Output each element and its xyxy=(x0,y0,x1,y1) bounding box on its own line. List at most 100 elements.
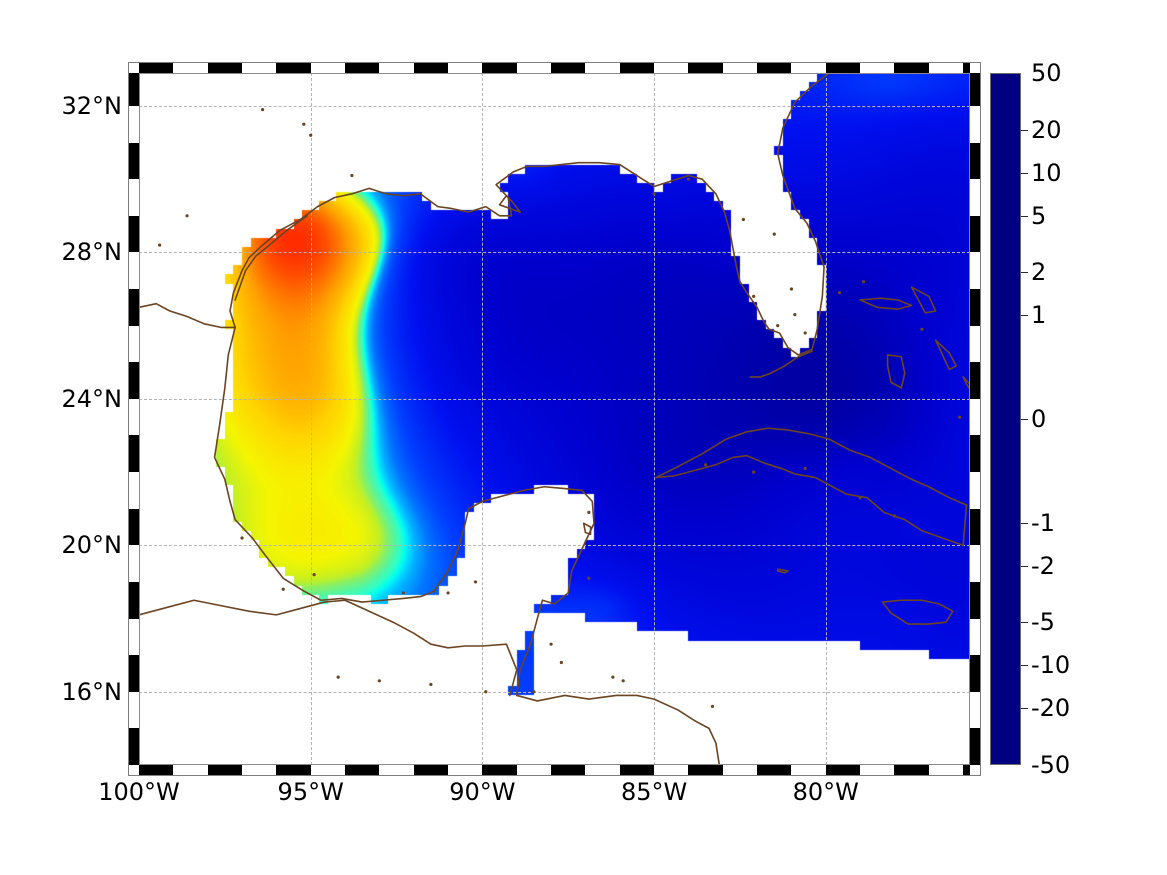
colorbar-label-2: 2 xyxy=(1031,258,1047,287)
border-segment xyxy=(129,215,139,253)
colorbar-tick-5 xyxy=(1021,215,1028,217)
border-segment xyxy=(585,765,620,775)
border-segment xyxy=(242,63,277,73)
colorbar-tick-2 xyxy=(1021,272,1028,274)
colorbar-tick-1 xyxy=(1021,315,1028,317)
colorbar-label-1: 1 xyxy=(1031,301,1047,330)
ytick-label-32°N: 32°N xyxy=(61,91,123,120)
colorbar-label-neg10: -10 xyxy=(1031,651,1071,680)
border-segment xyxy=(482,765,517,775)
border-segment xyxy=(970,73,980,106)
border-segment xyxy=(129,691,139,729)
border-segment xyxy=(894,63,929,73)
border-segment xyxy=(345,63,380,73)
ytick-label-24°N: 24°N xyxy=(61,384,123,413)
border-segment xyxy=(129,618,139,656)
map-border-top xyxy=(139,63,970,73)
border-segment xyxy=(129,581,139,619)
border-segment xyxy=(129,545,139,582)
border-segment xyxy=(139,63,174,73)
border-segment xyxy=(688,765,723,775)
colorbar-tick-neg5 xyxy=(1021,622,1028,624)
border-segment xyxy=(310,765,346,775)
colorbar-label-0: 0 xyxy=(1031,405,1047,433)
colorbar[interactable] xyxy=(990,73,1028,765)
border-segment xyxy=(970,252,980,290)
border-segment xyxy=(345,765,380,775)
border-segment xyxy=(276,765,311,775)
border-segment xyxy=(551,63,586,73)
border-segment xyxy=(860,63,895,73)
xtick-label-80°W: 80°W xyxy=(792,778,859,806)
border-segment xyxy=(619,765,655,775)
colorbar-label-neg50: -50 xyxy=(1031,751,1071,779)
border-segment xyxy=(970,581,980,619)
xtick-label-90°W: 90°W xyxy=(449,778,516,806)
border-segment xyxy=(129,435,139,473)
border-segment xyxy=(310,63,346,73)
border-segment xyxy=(970,362,980,399)
border-segment xyxy=(129,289,139,326)
border-segment xyxy=(970,179,980,216)
border-segment xyxy=(825,63,861,73)
border-segment xyxy=(129,105,139,143)
border-segment xyxy=(970,105,980,143)
border-segment xyxy=(970,618,980,656)
border-segment xyxy=(448,765,483,775)
border-segment xyxy=(970,472,980,509)
border-segment xyxy=(585,63,620,73)
border-segment xyxy=(129,508,139,546)
border-segment xyxy=(129,179,139,216)
border-segment xyxy=(413,63,449,73)
ytick-label-16°N: 16°N xyxy=(61,677,123,706)
border-segment xyxy=(970,545,980,582)
border-segment xyxy=(757,765,792,775)
xtick-label-95°W: 95°W xyxy=(277,778,344,806)
border-segment xyxy=(207,63,242,73)
border-segment xyxy=(970,655,980,692)
border-segment xyxy=(129,472,139,509)
colorbar-label-5: 5 xyxy=(1031,201,1047,230)
xtick-label-100°W: 100°W xyxy=(98,778,180,806)
map-border-bottom xyxy=(139,765,970,775)
ytick-label-20°N: 20°N xyxy=(61,531,123,560)
border-segment xyxy=(688,63,723,73)
border-segment xyxy=(970,691,980,729)
border-segment xyxy=(516,63,552,73)
colorbar-tick-neg2 xyxy=(1021,565,1028,567)
colorbar-tick-10 xyxy=(1021,172,1028,174)
colorbar-label-neg20: -20 xyxy=(1031,694,1071,723)
ytick-label-28°N: 28°N xyxy=(61,238,123,267)
border-segment xyxy=(129,728,139,765)
border-segment xyxy=(654,63,689,73)
border-segment xyxy=(173,63,208,73)
xtick-label-85°W: 85°W xyxy=(620,778,688,806)
colorbar-label-20: 20 xyxy=(1031,115,1062,144)
border-segment xyxy=(207,765,242,775)
colorbar-tick-neg1 xyxy=(1021,522,1028,524)
colorbar-tick-20 xyxy=(1021,129,1028,131)
border-segment xyxy=(129,398,139,436)
colorbar-gradient xyxy=(990,73,1021,765)
border-segment xyxy=(413,765,449,775)
colorbar-tick-neg10 xyxy=(1021,665,1028,667)
map-axes[interactable] xyxy=(139,73,970,765)
colorbar-label-neg5: -5 xyxy=(1031,608,1055,637)
border-segment xyxy=(791,765,826,775)
border-segment xyxy=(970,435,980,473)
border-segment xyxy=(970,215,980,253)
border-segment xyxy=(129,655,139,692)
border-segment xyxy=(860,765,895,775)
border-segment xyxy=(722,765,758,775)
border-segment xyxy=(242,765,277,775)
border-segment xyxy=(516,765,552,775)
map-border-right xyxy=(970,73,980,765)
border-segment xyxy=(970,289,980,326)
border-segment xyxy=(448,63,483,73)
border-segment xyxy=(928,765,964,775)
map-border-left xyxy=(129,73,139,765)
border-segment xyxy=(551,765,586,775)
colorbar-label-50: 50 xyxy=(1031,59,1062,87)
border-segment xyxy=(970,325,980,363)
border-segment xyxy=(757,63,792,73)
